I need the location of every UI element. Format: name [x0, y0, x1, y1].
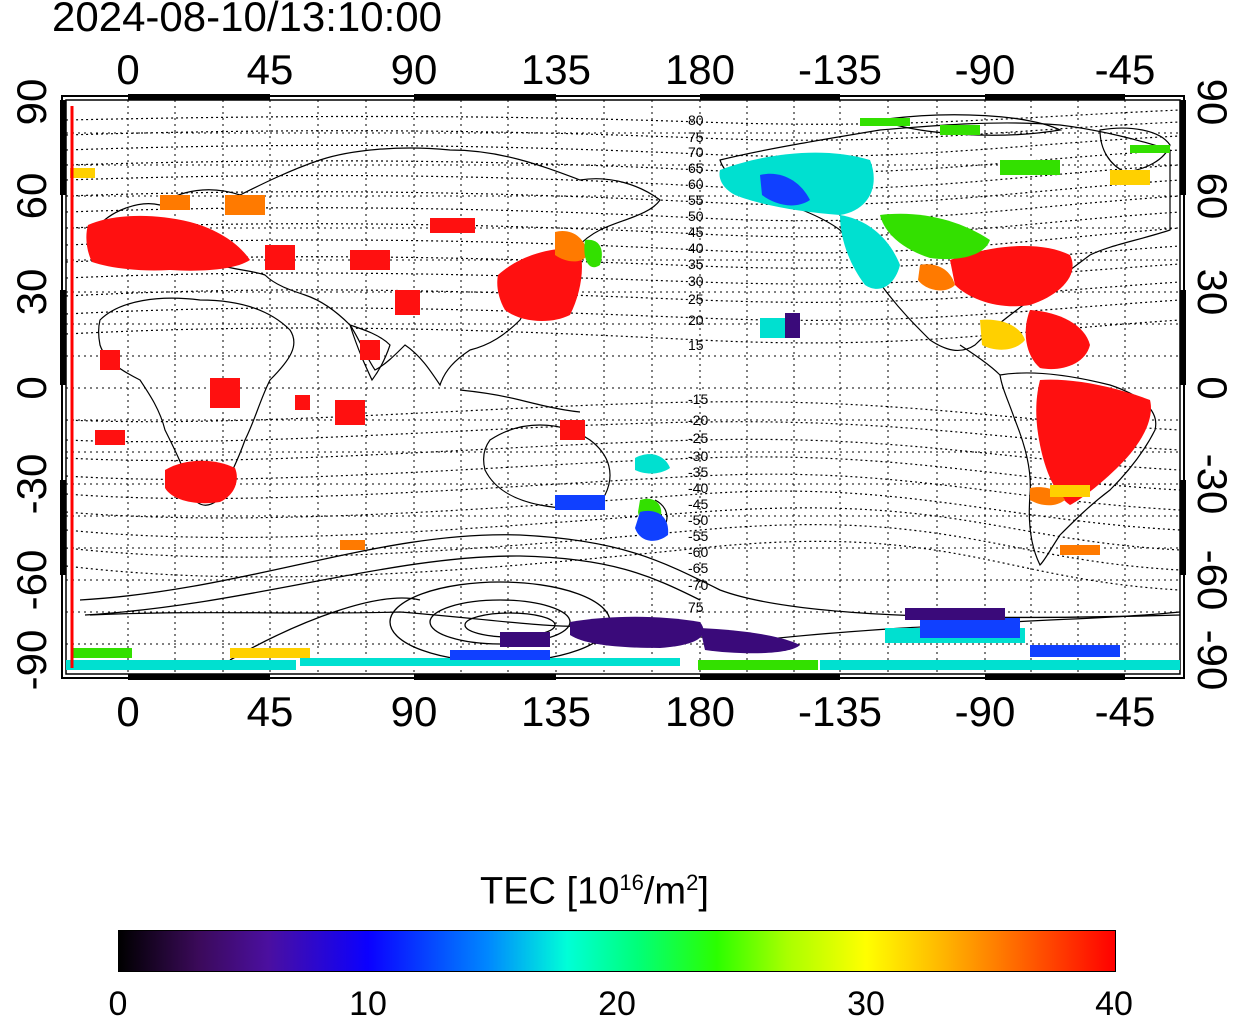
colorbar-tick: 10 — [349, 985, 387, 1023]
colorbar-tick: 0 — [108, 985, 128, 1023]
map-inner-frame — [65, 99, 1181, 675]
contour-labels-north: 80 75 70 65 60 55 50 45 40 35 30 25 20 1… — [688, 112, 704, 353]
lon-tick-top: -90 — [955, 46, 1016, 93]
lat-tick-right: 30 — [1189, 269, 1235, 316]
lon-tick-bottom: 180 — [665, 688, 735, 735]
tec-data-green — [72, 118, 1170, 670]
contour-label: -70 — [688, 577, 708, 593]
lon-tick-bottom: 135 — [521, 688, 591, 735]
tec-colorbar — [118, 930, 1116, 972]
contour-label: -35 — [688, 464, 708, 480]
contour-label: 75 — [688, 129, 704, 145]
contour-label: 70 — [688, 144, 704, 160]
lat-tick-left: -30 — [8, 454, 55, 515]
colorbar-title-exp1: 16 — [619, 870, 644, 895]
lat-tick-right: -30 — [1189, 454, 1235, 515]
contour-label: 80 — [688, 112, 704, 128]
contour-labels-south: -15 -20 -25 -30 -35 -40 -45 -50 -55 -60 … — [688, 391, 708, 615]
lat-tick-right: -60 — [1189, 550, 1235, 611]
contour-label: 15 — [688, 337, 704, 353]
lat-tick-left: -60 — [8, 550, 55, 611]
contour-label: 40 — [688, 240, 704, 256]
contour-label: -50 — [688, 512, 708, 528]
lon-ticks-top: 0 45 90 135 180 -135 -90 -45 — [116, 46, 1155, 93]
lon-tick-bottom: 0 — [116, 688, 139, 735]
contour-label: 55 — [688, 192, 704, 208]
lon-tick-top: -45 — [1095, 46, 1156, 93]
tec-data-yellow — [70, 168, 1150, 658]
contour-label: 65 — [688, 160, 704, 176]
contour-label: 50 — [688, 208, 704, 224]
magnetic-contours — [65, 109, 1181, 591]
contour-label: -45 — [688, 496, 708, 512]
colorbar-tick: 30 — [847, 985, 885, 1023]
contour-label: 30 — [688, 273, 704, 289]
contour-label: 75 — [688, 599, 704, 615]
lon-tick-bottom: -135 — [798, 688, 882, 735]
lat-tick-left: 30 — [8, 269, 55, 316]
map-frame — [61, 95, 1185, 679]
lon-tick-top: 135 — [521, 46, 591, 93]
contour-label: -20 — [688, 412, 708, 428]
border-tick-bars — [60, 94, 1186, 680]
contour-label: -60 — [688, 544, 708, 560]
contour-label: 20 — [688, 312, 704, 328]
lon-tick-top: 45 — [247, 46, 294, 93]
colorbar-title-main: TEC [10 — [480, 870, 620, 913]
lat-tick-left: 0 — [8, 376, 55, 399]
lat-ticks-left: 90 60 30 0 -30 -60 -90 — [8, 79, 55, 691]
tec-data-blue — [450, 173, 1120, 660]
colorbar-title-exp2: 2 — [686, 870, 699, 895]
lat-tick-left: -90 — [8, 630, 55, 691]
lon-tick-top: 90 — [391, 46, 438, 93]
lat-tick-left: 60 — [8, 173, 55, 220]
lon-tick-top: 180 — [665, 46, 735, 93]
colorbar-title-mid: /m — [643, 870, 687, 913]
contour-label: -15 — [688, 391, 708, 407]
lon-tick-bottom: 90 — [391, 688, 438, 735]
lon-tick-bottom: -90 — [955, 688, 1016, 735]
contour-label: 25 — [688, 291, 704, 307]
lon-tick-bottom: -45 — [1095, 688, 1156, 735]
contour-label: 45 — [688, 224, 704, 240]
colorbar-tick: 40 — [1095, 985, 1133, 1023]
contour-label: -40 — [688, 480, 708, 496]
contour-label: -30 — [688, 448, 708, 464]
contour-label: 35 — [688, 256, 704, 272]
colorbar-title: TEC [1016/m2] — [480, 872, 709, 911]
tec-data-red — [86, 215, 1151, 505]
lat-tick-right: 60 — [1189, 173, 1235, 220]
lon-tick-top: -135 — [798, 46, 882, 93]
tec-map: 80 75 70 65 60 55 50 45 40 35 30 25 20 1… — [8, 46, 1235, 735]
lat-tick-right: 0 — [1189, 376, 1235, 399]
tec-data-purple — [500, 313, 1005, 654]
lat-ticks-right: 90 60 30 0 -30 -60 -90 — [1189, 79, 1235, 691]
colorbar-tick: 20 — [598, 985, 636, 1023]
lon-tick-top: 0 — [116, 46, 139, 93]
contour-label: -25 — [688, 430, 708, 446]
lon-tick-bottom: 45 — [247, 688, 294, 735]
contour-label: -65 — [688, 560, 708, 576]
timestamp-title: 2024-08-10/13:10:00 — [52, 0, 442, 40]
contour-label: 60 — [688, 176, 704, 192]
contour-label: -55 — [688, 528, 708, 544]
lat-tick-left: 90 — [8, 79, 55, 126]
lat-tick-right: -90 — [1189, 630, 1235, 691]
lon-ticks-bottom: 0 45 90 135 180 -135 -90 -45 — [116, 688, 1155, 735]
colorbar-title-end: ] — [698, 870, 709, 913]
lat-tick-right: 90 — [1189, 79, 1235, 126]
